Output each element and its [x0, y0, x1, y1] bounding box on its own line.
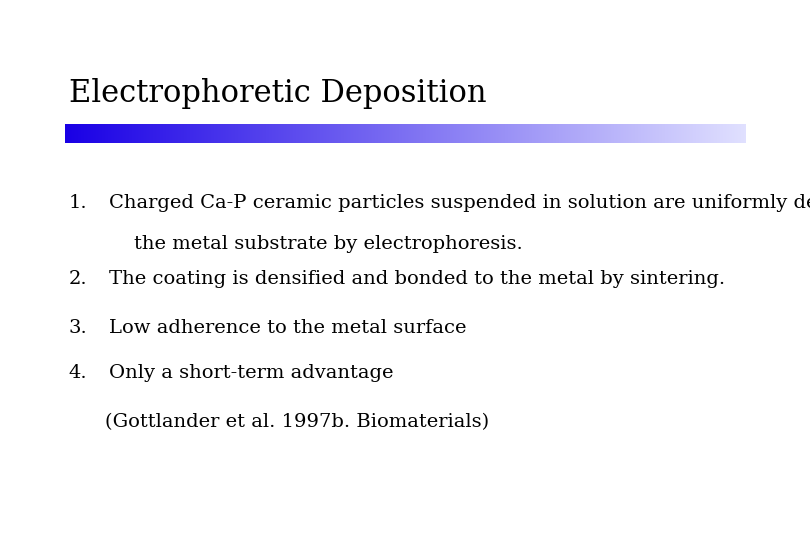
Text: 4.: 4. [69, 364, 87, 382]
Text: Low adherence to the metal surface: Low adherence to the metal surface [109, 319, 467, 336]
Text: 1.: 1. [69, 194, 87, 212]
Text: Charged Ca-P ceramic particles suspended in solution are uniformly deposited ont: Charged Ca-P ceramic particles suspended… [109, 194, 810, 212]
Text: (Gottlander et al. 1997b. Biomaterials): (Gottlander et al. 1997b. Biomaterials) [105, 413, 489, 431]
Text: 3.: 3. [69, 319, 87, 336]
Text: 2.: 2. [69, 270, 87, 288]
Text: Only a short-term advantage: Only a short-term advantage [109, 364, 394, 382]
Text: Electrophoretic Deposition: Electrophoretic Deposition [69, 78, 487, 109]
Text: The coating is densified and bonded to the metal by sintering.: The coating is densified and bonded to t… [109, 270, 726, 288]
Text: the metal substrate by electrophoresis.: the metal substrate by electrophoresis. [109, 235, 523, 253]
